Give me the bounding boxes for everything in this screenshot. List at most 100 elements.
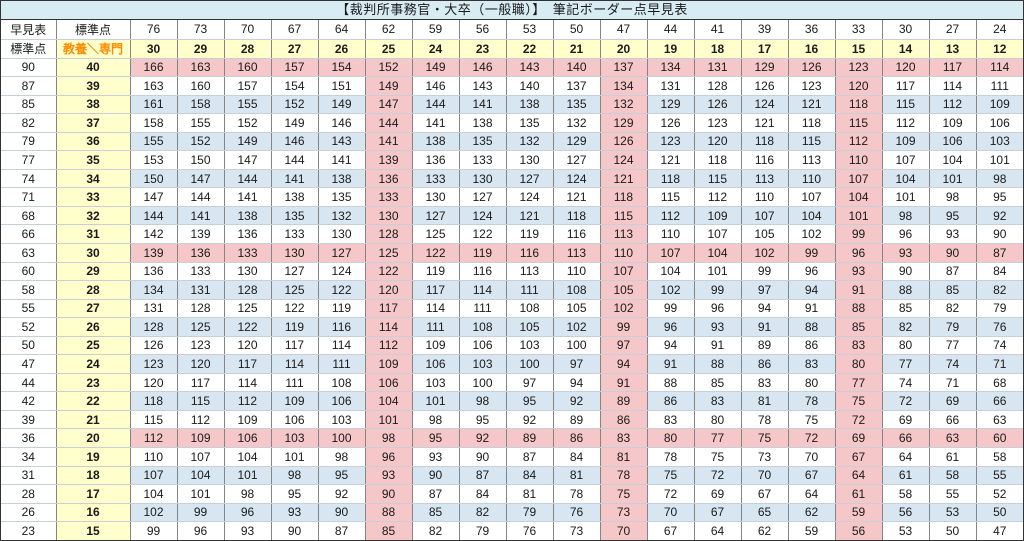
row-header-raw: 16 — [56, 503, 131, 523]
table-row: 26 16 102 99 96 93 90 88 85 82 79 76 73 70 67 65 62 59 56 5… — [1, 503, 1023, 523]
score-cell: 135 — [271, 206, 319, 226]
score-cell: 87 — [929, 262, 977, 282]
table-row: 44 23 120 117 114 111 108 106 103 100 97 94 91 88 85 83… — [1, 373, 1023, 393]
score-cell: 105 — [600, 280, 648, 300]
score-cell: 93 — [412, 447, 460, 467]
score-cell: 112 — [694, 187, 742, 207]
score-cell: 141 — [318, 150, 366, 170]
score-cell: 117 — [365, 299, 413, 319]
score-cell: 86 — [741, 354, 789, 374]
score-cell: 120 — [224, 336, 272, 356]
table-row: 23 15 99 96 93 90 87 85 82 79 76 73 70 67 64 62 59 56 53 50… — [1, 521, 1023, 540]
score-cell: 100 — [506, 354, 554, 374]
score-cell: 131 — [647, 76, 695, 96]
score-cell: 110 — [553, 262, 601, 282]
score-cell: 93 — [224, 521, 272, 540]
score-cell: 126 — [788, 58, 836, 78]
score-cell: 106 — [412, 354, 460, 374]
score-cell: 104 — [929, 150, 977, 170]
score-cell: 152 — [271, 95, 319, 115]
score-cell: 112 — [882, 113, 930, 133]
score-cell: 101 — [882, 187, 930, 207]
score-cell: 104 — [788, 206, 836, 226]
col-header-raw: 19 — [647, 39, 695, 59]
col-header-raw: 12 — [976, 39, 1023, 59]
score-cell: 108 — [459, 317, 507, 337]
score-cell: 109 — [412, 336, 460, 356]
score-cell: 94 — [600, 354, 648, 374]
score-cell: 61 — [929, 447, 977, 467]
score-cell: 166 — [130, 58, 178, 78]
score-cell: 133 — [224, 243, 272, 263]
score-cell: 144 — [177, 187, 225, 207]
score-cell: 75 — [647, 466, 695, 486]
score-cell: 99 — [741, 262, 789, 282]
score-cell: 76 — [553, 503, 601, 523]
score-cell: 114 — [976, 58, 1023, 78]
row-header-raw: 39 — [56, 76, 131, 96]
score-cell: 110 — [647, 224, 695, 244]
score-cell: 108 — [553, 280, 601, 300]
table-row: 82 37 158 155 152 149 146 144 141 138 135 132 129 126… — [1, 113, 1023, 133]
col-header-standard: 73 — [177, 20, 225, 40]
col-header-standard: 59 — [412, 20, 460, 40]
score-cell: 112 — [647, 206, 695, 226]
score-cell: 59 — [835, 503, 883, 523]
score-cell: 85 — [365, 521, 413, 540]
score-cell: 91 — [835, 280, 883, 300]
score-cell: 120 — [177, 354, 225, 374]
score-cell: 121 — [788, 95, 836, 115]
row-header-standard: 42 — [1, 391, 57, 411]
score-cell: 157 — [224, 76, 272, 96]
score-cell: 115 — [177, 391, 225, 411]
score-cell: 102 — [741, 243, 789, 263]
score-cell: 96 — [365, 447, 413, 467]
score-cell: 58 — [976, 447, 1023, 467]
score-cell: 81 — [553, 466, 601, 486]
score-cell: 62 — [741, 521, 789, 540]
table-row: 58 28 134 131 128 125 122 120 117 114 111 108 105 102… — [1, 280, 1023, 300]
score-cell: 132 — [553, 113, 601, 133]
score-cell: 98 — [271, 466, 319, 486]
col-header-raw: 25 — [365, 39, 413, 59]
score-cell: 136 — [224, 224, 272, 244]
score-cell: 123 — [647, 132, 695, 152]
score-cell: 87 — [976, 243, 1023, 263]
score-cell: 74 — [976, 336, 1023, 356]
score-cell: 83 — [788, 354, 836, 374]
score-cell: 118 — [600, 187, 648, 207]
score-cell: 63 — [976, 410, 1023, 430]
col-header-raw: 22 — [506, 39, 554, 59]
score-cell: 141 — [177, 206, 225, 226]
col-header-standard: 62 — [365, 20, 413, 40]
score-cell: 115 — [694, 169, 742, 189]
score-cell: 73 — [741, 447, 789, 467]
score-cell: 106 — [929, 132, 977, 152]
score-cell: 89 — [741, 336, 789, 356]
score-cell: 78 — [788, 391, 836, 411]
score-cell: 106 — [976, 113, 1023, 133]
row-header-standard: 36 — [1, 428, 57, 448]
score-cell: 153 — [130, 150, 178, 170]
score-cell: 104 — [694, 243, 742, 263]
row-header-standard: 82 — [1, 113, 57, 133]
score-cell: 124 — [741, 95, 789, 115]
score-cell: 125 — [224, 299, 272, 319]
score-cell: 99 — [835, 224, 883, 244]
score-cell: 95 — [318, 466, 366, 486]
score-cell: 136 — [365, 169, 413, 189]
score-cell: 86 — [788, 336, 836, 356]
score-cell: 103 — [976, 132, 1023, 152]
score-cell: 116 — [741, 150, 789, 170]
score-cell: 107 — [694, 224, 742, 244]
col-header-raw: 15 — [835, 39, 883, 59]
score-cell: 75 — [835, 391, 883, 411]
table-row: 85 38 161 158 155 152 149 147 144 141 138 135 132 129… — [1, 95, 1023, 115]
score-cell: 150 — [130, 169, 178, 189]
corner-hayamihyo: 早見表 — [1, 20, 57, 40]
score-cell: 119 — [318, 299, 366, 319]
score-cell: 91 — [694, 336, 742, 356]
score-cell: 71 — [929, 373, 977, 393]
score-cell: 134 — [600, 76, 648, 96]
score-cell: 130 — [365, 206, 413, 226]
